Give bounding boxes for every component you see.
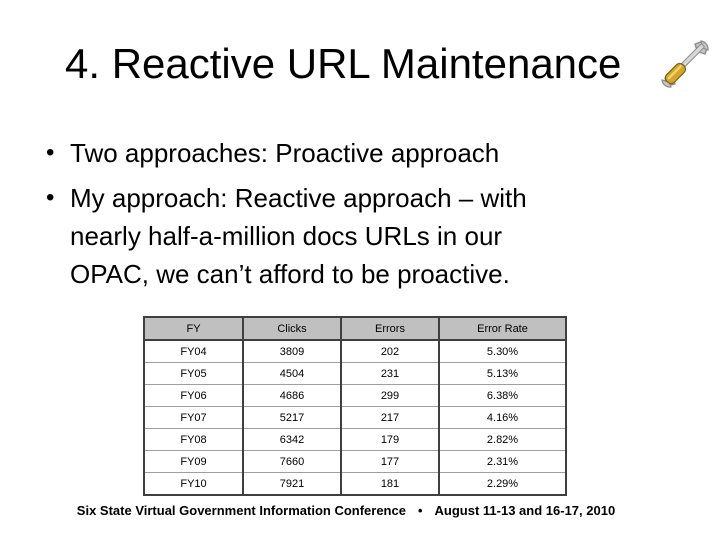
table-cell: 5.30% <box>438 339 567 363</box>
table-row: FY04 3809 202 5.30% <box>143 339 567 363</box>
table-cell: FY06 <box>143 384 244 407</box>
table-cell: FY10 <box>143 472 244 496</box>
column-header-errors: Errors <box>340 316 440 341</box>
crossed-tools-icon <box>661 40 709 88</box>
table-cell: 2.31% <box>438 450 567 473</box>
table-cell: 231 <box>340 362 440 385</box>
table-cell: 4.16% <box>438 406 567 429</box>
column-header-clicks: Clicks <box>242 316 342 341</box>
table-cell: 5217 <box>242 406 342 429</box>
table-cell: 6342 <box>242 428 342 451</box>
table-row: FY05 4504 231 5.13% <box>143 362 567 385</box>
bullet-list: • Two approaches: Proactive approach • M… <box>46 134 658 293</box>
column-header-fy: FY <box>143 316 244 341</box>
table-row: FY08 6342 179 2.82% <box>143 428 567 451</box>
table-cell: 217 <box>340 406 440 429</box>
table-cell: 7660 <box>242 450 342 473</box>
table-cell: 4504 <box>242 362 342 385</box>
bullet-text-line: Two approaches: Proactive approach <box>70 138 500 168</box>
footer-conference-name: Six State Virtual Government Information… <box>76 503 406 518</box>
table-cell: 177 <box>340 450 440 473</box>
bullet-icon: • <box>46 139 55 166</box>
footer-dates: August 11-13 and 16-17, 2010 <box>434 503 616 518</box>
table-cell: 179 <box>340 428 440 451</box>
table-cell: FY09 <box>143 450 244 473</box>
table-header-row: FY Clicks Errors Error Rate <box>143 316 567 341</box>
table-cell: FY08 <box>143 428 244 451</box>
table-cell: 2.82% <box>438 428 567 451</box>
table-row: FY06 4686 299 6.38% <box>143 384 567 407</box>
footer-bullet-separator: • <box>417 503 423 518</box>
error-rate-table: FY Clicks Errors Error Rate FY04 3809 20… <box>143 316 567 496</box>
table-cell: FY04 <box>143 339 244 363</box>
bullet-text: My approach: Reactive approach – with ne… <box>70 179 658 293</box>
screwdriver-icon <box>664 43 705 85</box>
slide-title: 4. Reactive URL Maintenance <box>65 40 622 87</box>
table-cell: 3809 <box>242 339 342 363</box>
bullet-item: • Two approaches: Proactive approach <box>46 134 658 172</box>
bullet-icon: • <box>46 184 55 211</box>
table-row: FY07 5217 217 4.16% <box>143 406 567 429</box>
footer: Six State Virtual Government Information… <box>0 503 692 518</box>
bullet-text-line: nearly half-a-million docs URLs in our <box>70 221 503 251</box>
table-cell: 202 <box>340 339 440 363</box>
table-cell: 299 <box>340 384 440 407</box>
bullet-text-line: My approach: Reactive approach – with <box>70 183 527 213</box>
table-row: FY10 7921 181 2.29% <box>143 472 567 496</box>
bullet-item: • My approach: Reactive approach – with … <box>46 179 658 293</box>
bullet-text: Two approaches: Proactive approach <box>70 134 658 172</box>
table-cell: 181 <box>340 472 440 496</box>
table-cell: 6.38% <box>438 384 567 407</box>
table-cell: 5.13% <box>438 362 567 385</box>
table-cell: 7921 <box>242 472 342 496</box>
column-header-error-rate: Error Rate <box>438 316 567 341</box>
table-cell: FY05 <box>143 362 244 385</box>
table-row: FY09 7660 177 2.31% <box>143 450 567 473</box>
table-cell: FY07 <box>143 406 244 429</box>
table-cell: 4686 <box>242 384 342 407</box>
bullet-text-line: OPAC, we can’t afford to be proactive. <box>70 259 510 289</box>
table-cell: 2.29% <box>438 472 567 496</box>
